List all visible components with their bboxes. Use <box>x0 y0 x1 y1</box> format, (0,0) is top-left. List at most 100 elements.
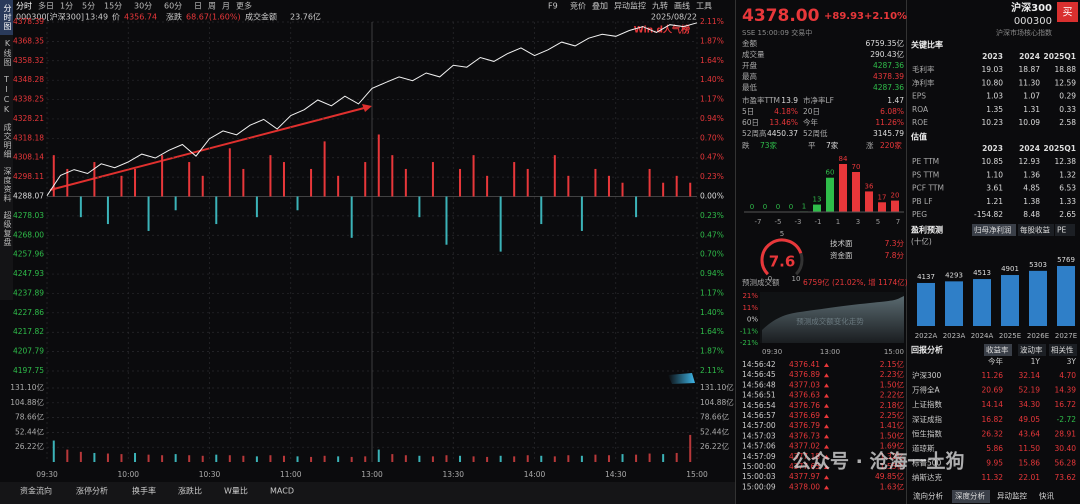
distribution-bar <box>878 202 886 212</box>
period-tab[interactable]: 分时 <box>16 1 32 11</box>
side-panel-tab[interactable]: 快讯 <box>1039 491 1055 501</box>
side-tab[interactable]: 分时图 <box>0 0 13 35</box>
field-value: 6759.35亿 <box>865 38 904 48</box>
volume-bar <box>350 456 353 462</box>
period-tab[interactable]: 5分 <box>82 2 95 11</box>
indicator-tab[interactable]: 换手率 <box>132 486 156 496</box>
tab-bg[interactable] <box>1049 344 1077 356</box>
return-value: 4.70 <box>1059 371 1076 380</box>
tool-button[interactable]: 工具 <box>696 2 712 11</box>
tab-bg[interactable] <box>984 344 1012 356</box>
info-code: 000300[沪深300] <box>16 12 84 22</box>
earnings-bar <box>1057 266 1075 326</box>
earnings-tab[interactable]: PE <box>1057 226 1067 235</box>
distribution-bar <box>839 164 847 212</box>
price-tick-label: 4227.86 <box>13 308 44 317</box>
earnings-year: 2022A <box>915 332 938 340</box>
period-tab[interactable]: 1分 <box>60 2 73 11</box>
period-tab[interactable]: 月 <box>222 2 230 11</box>
period-tab[interactable]: 日 <box>194 2 202 11</box>
side-panel-tab[interactable]: 深度分析 <box>955 491 985 501</box>
forecast-value: 6759亿 (21.02%, 增 1174亿) <box>803 277 908 287</box>
trade-price: 4376.41 <box>789 360 820 369</box>
trade-time: 15:00:03 <box>742 472 776 481</box>
side-tab[interactable]: 超级复盘 <box>3 211 12 247</box>
index-desc: 沪深市场核心指数 <box>996 28 1052 37</box>
price-tick-label: 4197.75 <box>13 366 44 375</box>
flow-bar <box>161 155 164 197</box>
pct-tick-label: 0.47% <box>700 230 724 239</box>
date: 2025/08/22 <box>651 13 697 22</box>
tab-bg[interactable] <box>1018 344 1046 356</box>
returns-tab[interactable]: 相关性 <box>1051 345 1074 355</box>
trade-price: 4377.18 <box>789 452 820 461</box>
volume-tick-label: 131.10亿 <box>700 382 734 392</box>
price-tick-label: 4298.11 <box>13 172 44 181</box>
volume-bar <box>675 452 678 462</box>
period-tab[interactable]: 多日 <box>38 1 54 11</box>
tool-button[interactable]: 叠加 <box>592 1 608 11</box>
distribution-axis-label: -7 <box>755 218 762 226</box>
earnings-tab[interactable]: 归母净利润 <box>974 225 1012 235</box>
volume-tick-label: 52.44亿 <box>15 426 44 436</box>
trade-price: 4377.97 <box>789 472 820 481</box>
flow-bar <box>607 175 610 197</box>
buy-button[interactable] <box>1057 2 1078 22</box>
buy-label[interactable]: 买 <box>1063 7 1073 19</box>
tab-bg[interactable] <box>1055 224 1075 236</box>
field-value: 4287.36 <box>873 83 904 92</box>
volume-bar <box>431 456 434 462</box>
indicator-tab[interactable]: 涨停分析 <box>76 486 108 496</box>
price-tick-label: 4257.96 <box>13 250 44 259</box>
tool-button[interactable]: F9 <box>548 2 558 11</box>
flow-bar <box>499 196 502 252</box>
side-tab[interactable]: TICK <box>2 75 11 115</box>
up-arrow <box>824 485 829 490</box>
side-tab[interactable]: K线图 <box>3 39 12 67</box>
period-tab[interactable]: 周 <box>208 2 216 11</box>
tool-button[interactable]: 异动监控 <box>614 1 646 11</box>
volume-bar <box>459 455 462 462</box>
period-tab[interactable]: 30分 <box>134 2 152 11</box>
return-value: 16.82 <box>982 415 1004 424</box>
side-panel-tab[interactable]: 异动监控 <box>997 491 1027 501</box>
trade-time: 15:00:00 <box>742 462 776 471</box>
side-panel-tab[interactable]: 流向分析 <box>913 491 943 501</box>
distribution-axis-label: 3 <box>856 218 860 226</box>
ratio-value: 12.93 <box>1019 157 1041 166</box>
indicator-tab[interactable]: 资金流向 <box>20 486 52 496</box>
period-tab[interactable]: 15分 <box>104 2 122 11</box>
volume-bar <box>201 455 204 462</box>
tab-bg[interactable] <box>1018 224 1054 236</box>
returns-tab[interactable]: 波动率 <box>1020 345 1043 355</box>
trade-time: 14:56:54 <box>742 401 776 410</box>
flow-bar <box>215 196 218 225</box>
earnings-tab[interactable]: 每股收益 <box>1020 225 1050 235</box>
side-tab[interactable]: 深度资料 <box>3 167 12 203</box>
tool-button[interactable]: 九转 <box>652 1 668 11</box>
side-tab[interactable]: 成交明细 <box>3 123 12 159</box>
indicator-tab[interactable]: MACD <box>270 487 294 496</box>
indicator-tab[interactable]: W量比 <box>224 486 248 496</box>
pct-tick-label: 0.47% <box>700 153 724 162</box>
field-label: 今年 <box>803 117 818 127</box>
returns-tab[interactable]: 收益率 <box>986 345 1009 355</box>
field-value: 11.26% <box>875 118 904 127</box>
ratio-value: 2.65 <box>1059 210 1076 219</box>
indicator-tab[interactable]: 涨跌比 <box>178 486 202 496</box>
tab-bg[interactable] <box>972 224 1016 236</box>
flow-bar <box>79 196 82 218</box>
tool-button[interactable]: 画线 <box>674 1 690 11</box>
field-value: 13.46% <box>769 118 798 127</box>
tool-button[interactable]: 竞价 <box>570 1 586 11</box>
up-arrow <box>824 393 829 398</box>
up-arrow <box>824 424 829 429</box>
volume-bar <box>486 456 489 462</box>
trade-price: 4376.69 <box>789 411 820 420</box>
period-tab[interactable]: 更多 <box>236 1 252 11</box>
ratio-value: 1.33 <box>1059 197 1076 206</box>
period-tab[interactable]: 60分 <box>164 2 182 11</box>
tab-bg[interactable] <box>952 490 990 503</box>
returns-col: 1Y <box>1031 357 1041 366</box>
ratio-label: PS TTM <box>912 170 939 179</box>
